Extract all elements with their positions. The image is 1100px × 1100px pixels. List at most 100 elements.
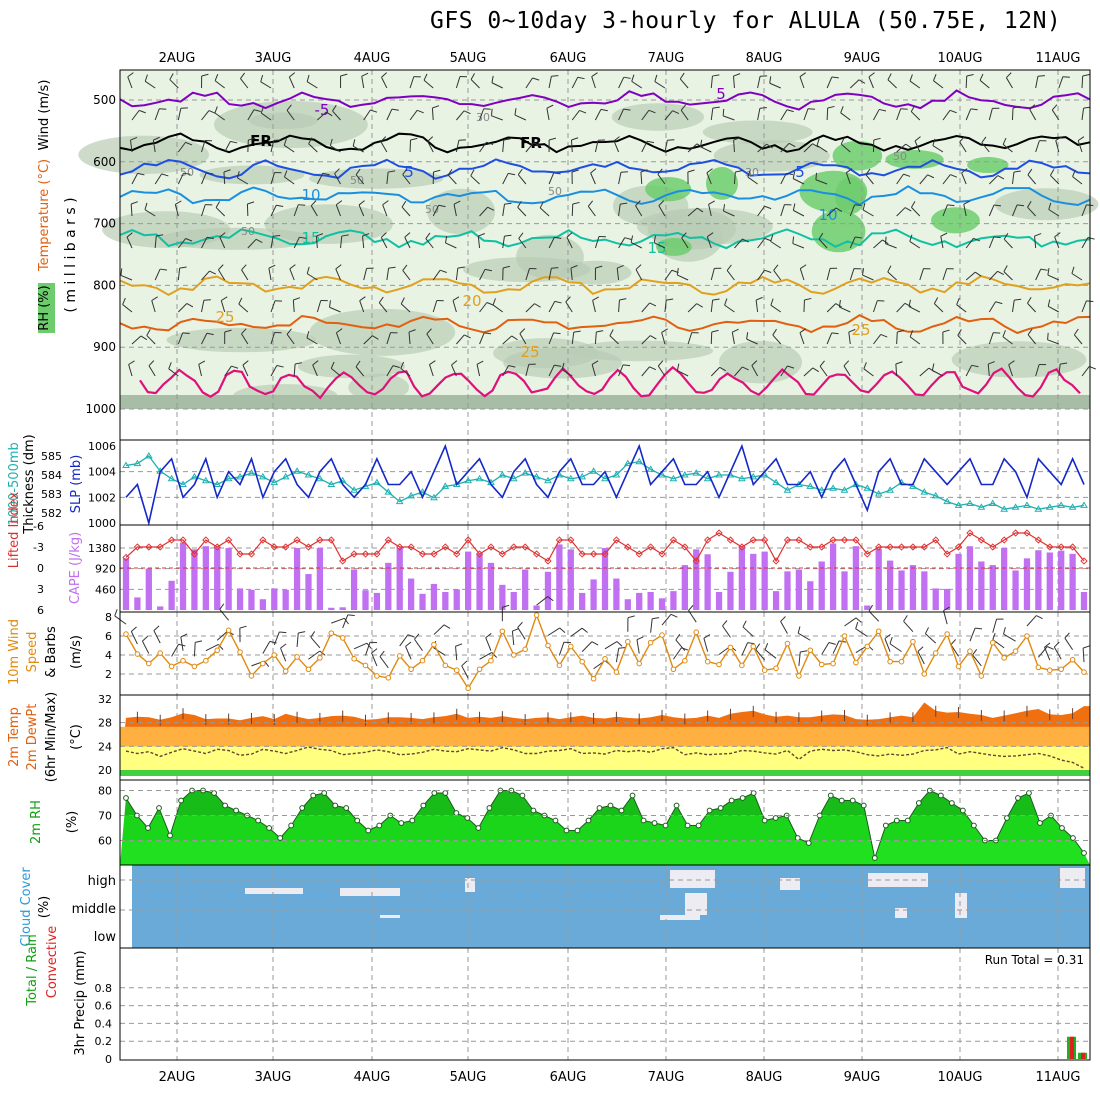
wind-barb-flag	[491, 75, 494, 83]
cape-bar	[271, 588, 278, 610]
wind-speed-point	[967, 648, 973, 655]
wind-barb	[635, 269, 643, 281]
wind-barb-flag	[570, 265, 578, 269]
isotherm-line	[119, 228, 1091, 250]
wind-speed-point	[625, 638, 631, 645]
wind-speed-point	[442, 662, 449, 669]
cape-bar	[567, 549, 574, 610]
pressure-tick-label: 600	[93, 155, 116, 169]
wind-barb-flag	[273, 235, 281, 237]
wind-speed-point	[533, 612, 540, 618]
wind-barb	[335, 204, 342, 217]
wind-barb	[733, 75, 735, 89]
wind-barb	[201, 172, 207, 185]
wind-speed-point	[305, 666, 312, 673]
wind-barb	[988, 108, 993, 121]
wind-barb	[1027, 206, 1037, 217]
wind-barb-flag	[484, 268, 493, 272]
rh-shade-blob	[348, 373, 410, 402]
wind-barb-flag	[504, 234, 512, 237]
wind-speed-point	[499, 628, 506, 635]
cape-bar	[681, 565, 688, 610]
thickness-point	[201, 476, 210, 484]
wind-speed-point	[1069, 656, 1076, 663]
wind-barb	[270, 172, 276, 185]
wind-barb-flag	[764, 205, 772, 210]
minmax-axis-label: (6hr Min/Max)	[44, 692, 59, 782]
wind-barb-flag	[1002, 330, 1006, 337]
wind-barb	[120, 274, 133, 281]
x-tick-label-bottom: 9AUG	[844, 1070, 881, 1085]
lifted-index-point	[840, 536, 849, 544]
wind-barb-flag	[699, 139, 703, 147]
wind-barb-flag	[1071, 266, 1075, 274]
slp-line	[125, 443, 1085, 527]
wind-barb	[843, 365, 851, 377]
pressure-tick-label: 1000	[85, 402, 116, 416]
wind-barb	[592, 300, 596, 313]
wind-barb	[386, 172, 389, 185]
wind-barb-flag	[283, 170, 288, 178]
wind-speed-point	[453, 667, 460, 674]
wind-barb	[1037, 646, 1048, 658]
wind-speed-point	[1035, 664, 1042, 671]
wind-barb-flag	[517, 168, 523, 176]
wind-barb	[868, 76, 874, 89]
wind-barb-flag	[631, 74, 635, 82]
rh-point	[937, 792, 944, 799]
wind-barb	[855, 628, 868, 637]
wind-barb-flag	[653, 235, 656, 243]
wind-barb-flag	[553, 332, 561, 335]
wind-barb	[896, 143, 907, 153]
wind-barb-flag	[600, 108, 608, 112]
wind-barb-flag	[1013, 170, 1021, 173]
wind-barb	[380, 237, 388, 249]
wind-barb-flag	[159, 108, 167, 110]
cape-bar	[214, 547, 221, 610]
wind-barb	[426, 333, 434, 345]
precip-tick-label: 0.8	[95, 982, 113, 995]
cape-bar	[955, 553, 962, 610]
wind-barb	[615, 648, 620, 663]
wind-barb-flag	[755, 643, 761, 650]
wind-barb	[687, 207, 698, 217]
wind-barb-flag	[816, 138, 820, 146]
wind-barb	[887, 271, 897, 281]
wind-barb	[635, 205, 643, 217]
wind-barb-flag	[1027, 200, 1032, 208]
wind-barb	[381, 77, 388, 89]
wind-barb	[1064, 637, 1074, 651]
wind-barb-flag	[1034, 233, 1042, 237]
lifted-index-point	[578, 550, 586, 558]
wind-barb	[1081, 237, 1089, 249]
wind-barb	[770, 304, 782, 313]
wind-barb-flag	[993, 204, 1002, 207]
wind-barb-flag	[966, 73, 974, 77]
wind-barb	[247, 238, 257, 249]
rh-shade-blob	[264, 204, 393, 244]
wind-barb-flag	[508, 365, 516, 368]
thickness-tick-label: 582	[41, 507, 62, 520]
lifted-index-point	[726, 536, 735, 544]
wind-barb	[284, 176, 295, 185]
wind-barb	[558, 642, 565, 656]
wind-barb	[942, 109, 951, 121]
wind-barb	[1005, 77, 1013, 89]
wind-barb-flag	[461, 660, 468, 667]
thickness-point	[430, 493, 438, 501]
wind-barb-flag	[1037, 75, 1045, 77]
wind-barb	[845, 172, 851, 185]
wind-barb	[330, 145, 341, 153]
temp-tick-label: 24	[98, 740, 112, 753]
wind-barb	[477, 236, 481, 249]
wind-barb	[198, 364, 202, 377]
rh-point	[596, 805, 603, 811]
x-tick-label-bottom: 3AUG	[255, 1070, 292, 1085]
wind-barb-flag	[483, 108, 491, 110]
wind-barb	[741, 642, 749, 656]
wind-barb	[849, 79, 860, 89]
wind-barb-flag	[392, 365, 400, 368]
thickness-point	[258, 472, 267, 480]
wind-barb	[380, 141, 388, 153]
cloud-clear-gap	[380, 915, 400, 918]
